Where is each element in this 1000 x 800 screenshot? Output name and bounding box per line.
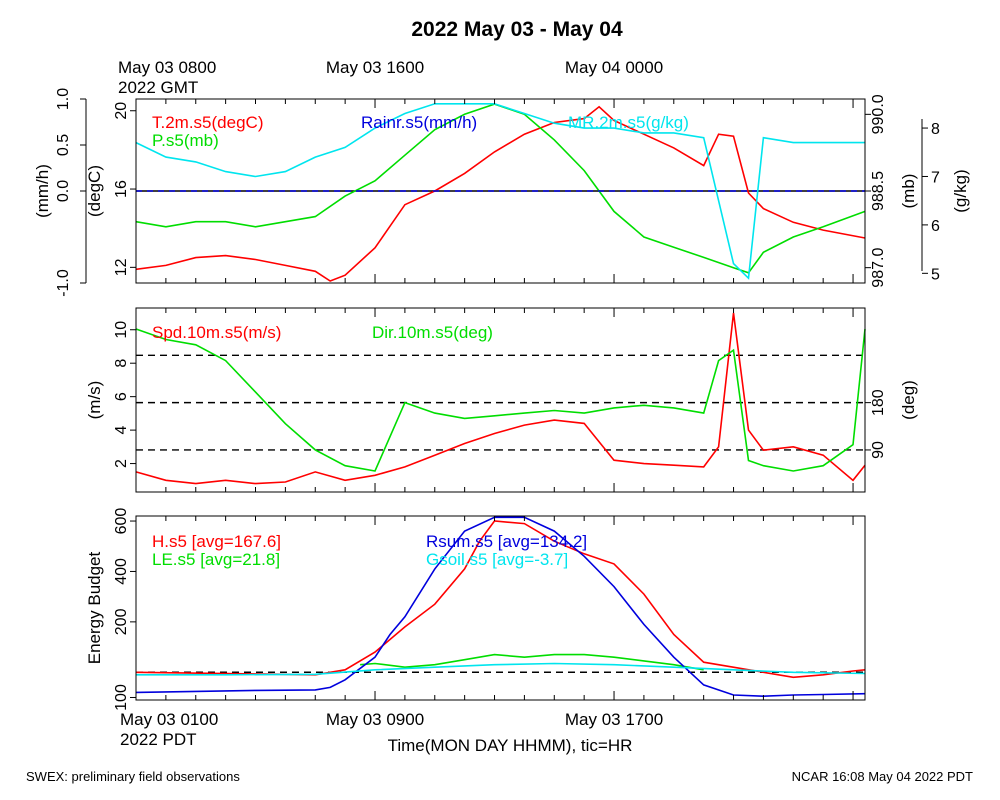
- series-line-rsum-s5: [135, 516, 866, 698]
- y-tick-label: 20: [113, 102, 130, 120]
- top-axis-label: 2022 GMT: [118, 78, 198, 97]
- bottom-axis-label: May 03 0100: [120, 710, 218, 729]
- panel-wind: 2 4 6 8 10 (m/s) 90 180 (deg) Spd.10m.s5(m/s) Dir.…: [85, 307, 918, 493]
- panel-energy: 100 200 400 600 Energy Budget H.s5 [avg=167.6…: [85, 508, 866, 711]
- chart-title: 2022 May 03 - May 04: [411, 18, 623, 41]
- legend-gsoil-s5: Gsoil.s5 [avg=-3.7]: [426, 550, 568, 569]
- y-tick-label: 6: [931, 218, 940, 235]
- y-tick-label: 180: [870, 389, 887, 416]
- footer-left: SWEX: preliminary field observations: [26, 769, 240, 784]
- top-axis-label: May 03 1600: [326, 58, 424, 77]
- pressure-axis-label: (mb): [899, 174, 918, 209]
- legend-rainr-s5-mm-h: Rainr.s5(mm/h): [361, 113, 477, 132]
- series-line-mr-2m-s5-g-kg: [135, 103, 865, 280]
- y-tick-label: 987.0: [870, 248, 887, 288]
- series-line-le-s5: [360, 653, 704, 671]
- y-tick-label: 8: [113, 359, 130, 368]
- top-axis-label: May 04 0000: [565, 58, 663, 77]
- y-tick-label: 4: [113, 426, 130, 435]
- y-tick-label: 90: [870, 441, 887, 459]
- y-tick-label: 6: [113, 392, 130, 401]
- y-tick-label: 1.0: [55, 88, 72, 110]
- speed-axis-label: (m/s): [85, 381, 104, 420]
- legend-dir-10m-s5-deg: Dir.10m.s5(deg): [372, 323, 493, 342]
- y-tick-label: 8: [931, 121, 940, 138]
- panel-wind-frame: [135, 307, 866, 493]
- legend-le-s5: LE.s5 [avg=21.8]: [152, 550, 280, 569]
- energy-axis-label: Energy Budget: [85, 551, 104, 664]
- y-tick-label: 2: [113, 459, 130, 468]
- y-tick-label: 200: [113, 608, 130, 635]
- bottom-axis-label: 2022 PDT: [120, 730, 197, 749]
- y-tick-label: 990.0: [870, 94, 887, 134]
- legend-rsum-s5: Rsum.s5 [avg=134.2]: [426, 532, 587, 551]
- y-tick-label: 0.0: [55, 180, 72, 202]
- y-tick-label: 16: [113, 180, 130, 198]
- direction-axis-label: (deg): [899, 380, 918, 420]
- y-tick-label: 7: [931, 169, 940, 186]
- y-tick-label: 12: [113, 258, 130, 276]
- series-line-dir-10m-s5-deg: [135, 328, 866, 472]
- rain-axis-label: (mm/h): [33, 164, 52, 218]
- y-tick-label: -1.0: [55, 269, 72, 297]
- mr-axis-label: (g/kg): [951, 169, 970, 212]
- y-tick-label: 5: [931, 266, 940, 283]
- y-tick-label: 0.5: [55, 134, 72, 156]
- legend-t-2m-s5-degc: T.2m.s5(degC): [152, 113, 263, 132]
- legend-p-s5-mb: P.s5(mb): [152, 131, 219, 150]
- y-tick-label: 400: [113, 558, 130, 585]
- legend-h-s5: H.s5 [avg=167.6]: [152, 532, 281, 551]
- bottom-axis-label: May 03 1700: [565, 710, 663, 729]
- top-axis-label: May 03 0800: [118, 58, 216, 77]
- series-line-gsoil-s5: [136, 662, 866, 676]
- series-line-t-2m-s5-degc: [135, 105, 866, 282]
- footer-right: NCAR 16:08 May 04 2022 PDT: [792, 769, 973, 784]
- temp-axis-label: (degC): [85, 165, 104, 217]
- y-tick-label: 988.5: [870, 171, 887, 211]
- legend-spd-10m-s5-m-s: Spd.10m.s5(m/s): [152, 323, 281, 342]
- legend-mr-2m-s5-g-kg: MR.2m.s5(g/kg): [568, 113, 689, 132]
- bottom-axis-label: May 03 0900: [326, 710, 424, 729]
- panel-meteorology: -1.0 0.0 0.5 1.0 (mm/h) 12 16 20 (degC) 987.0 988.…: [33, 88, 970, 297]
- x-axis-label: Time(MON DAY HHMM), tic=HR: [388, 736, 633, 755]
- series-line-spd-10m-s5-m-s: [135, 312, 866, 485]
- y-tick-label: 10: [113, 321, 130, 339]
- series-line-h-s5: [135, 520, 866, 679]
- y-tick-label: 100: [113, 684, 130, 711]
- panel-energy-frame: [135, 515, 866, 701]
- y-tick-label: 600: [113, 508, 130, 535]
